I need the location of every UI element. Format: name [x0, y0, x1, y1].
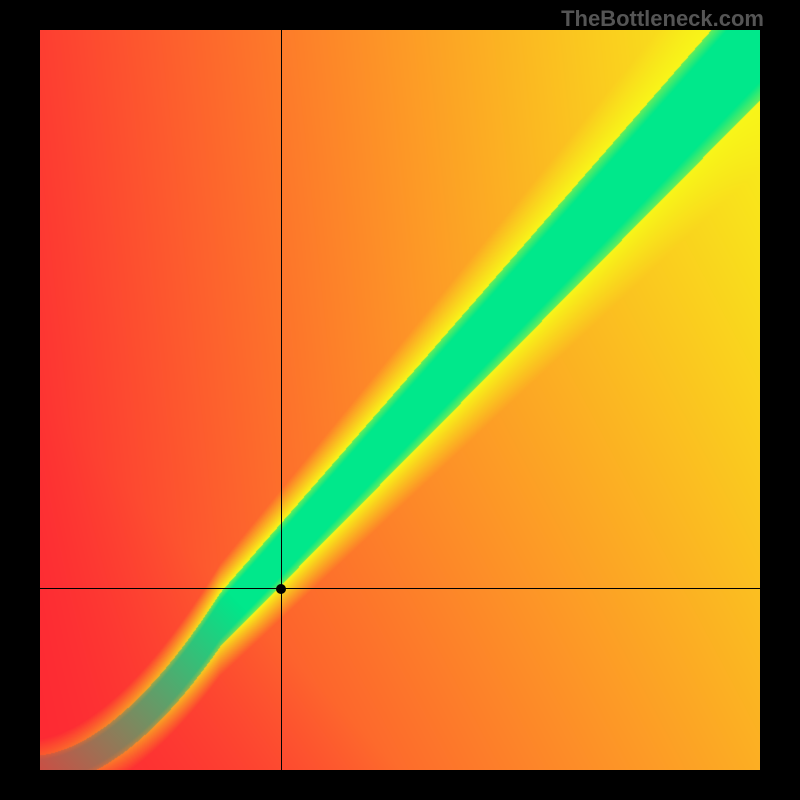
heatmap-canvas — [40, 30, 760, 770]
crosshair-vertical — [281, 30, 282, 770]
crosshair-marker — [276, 584, 286, 594]
watermark-text: TheBottleneck.com — [561, 6, 764, 32]
crosshair-horizontal — [40, 588, 760, 589]
heatmap-plot — [40, 30, 760, 770]
